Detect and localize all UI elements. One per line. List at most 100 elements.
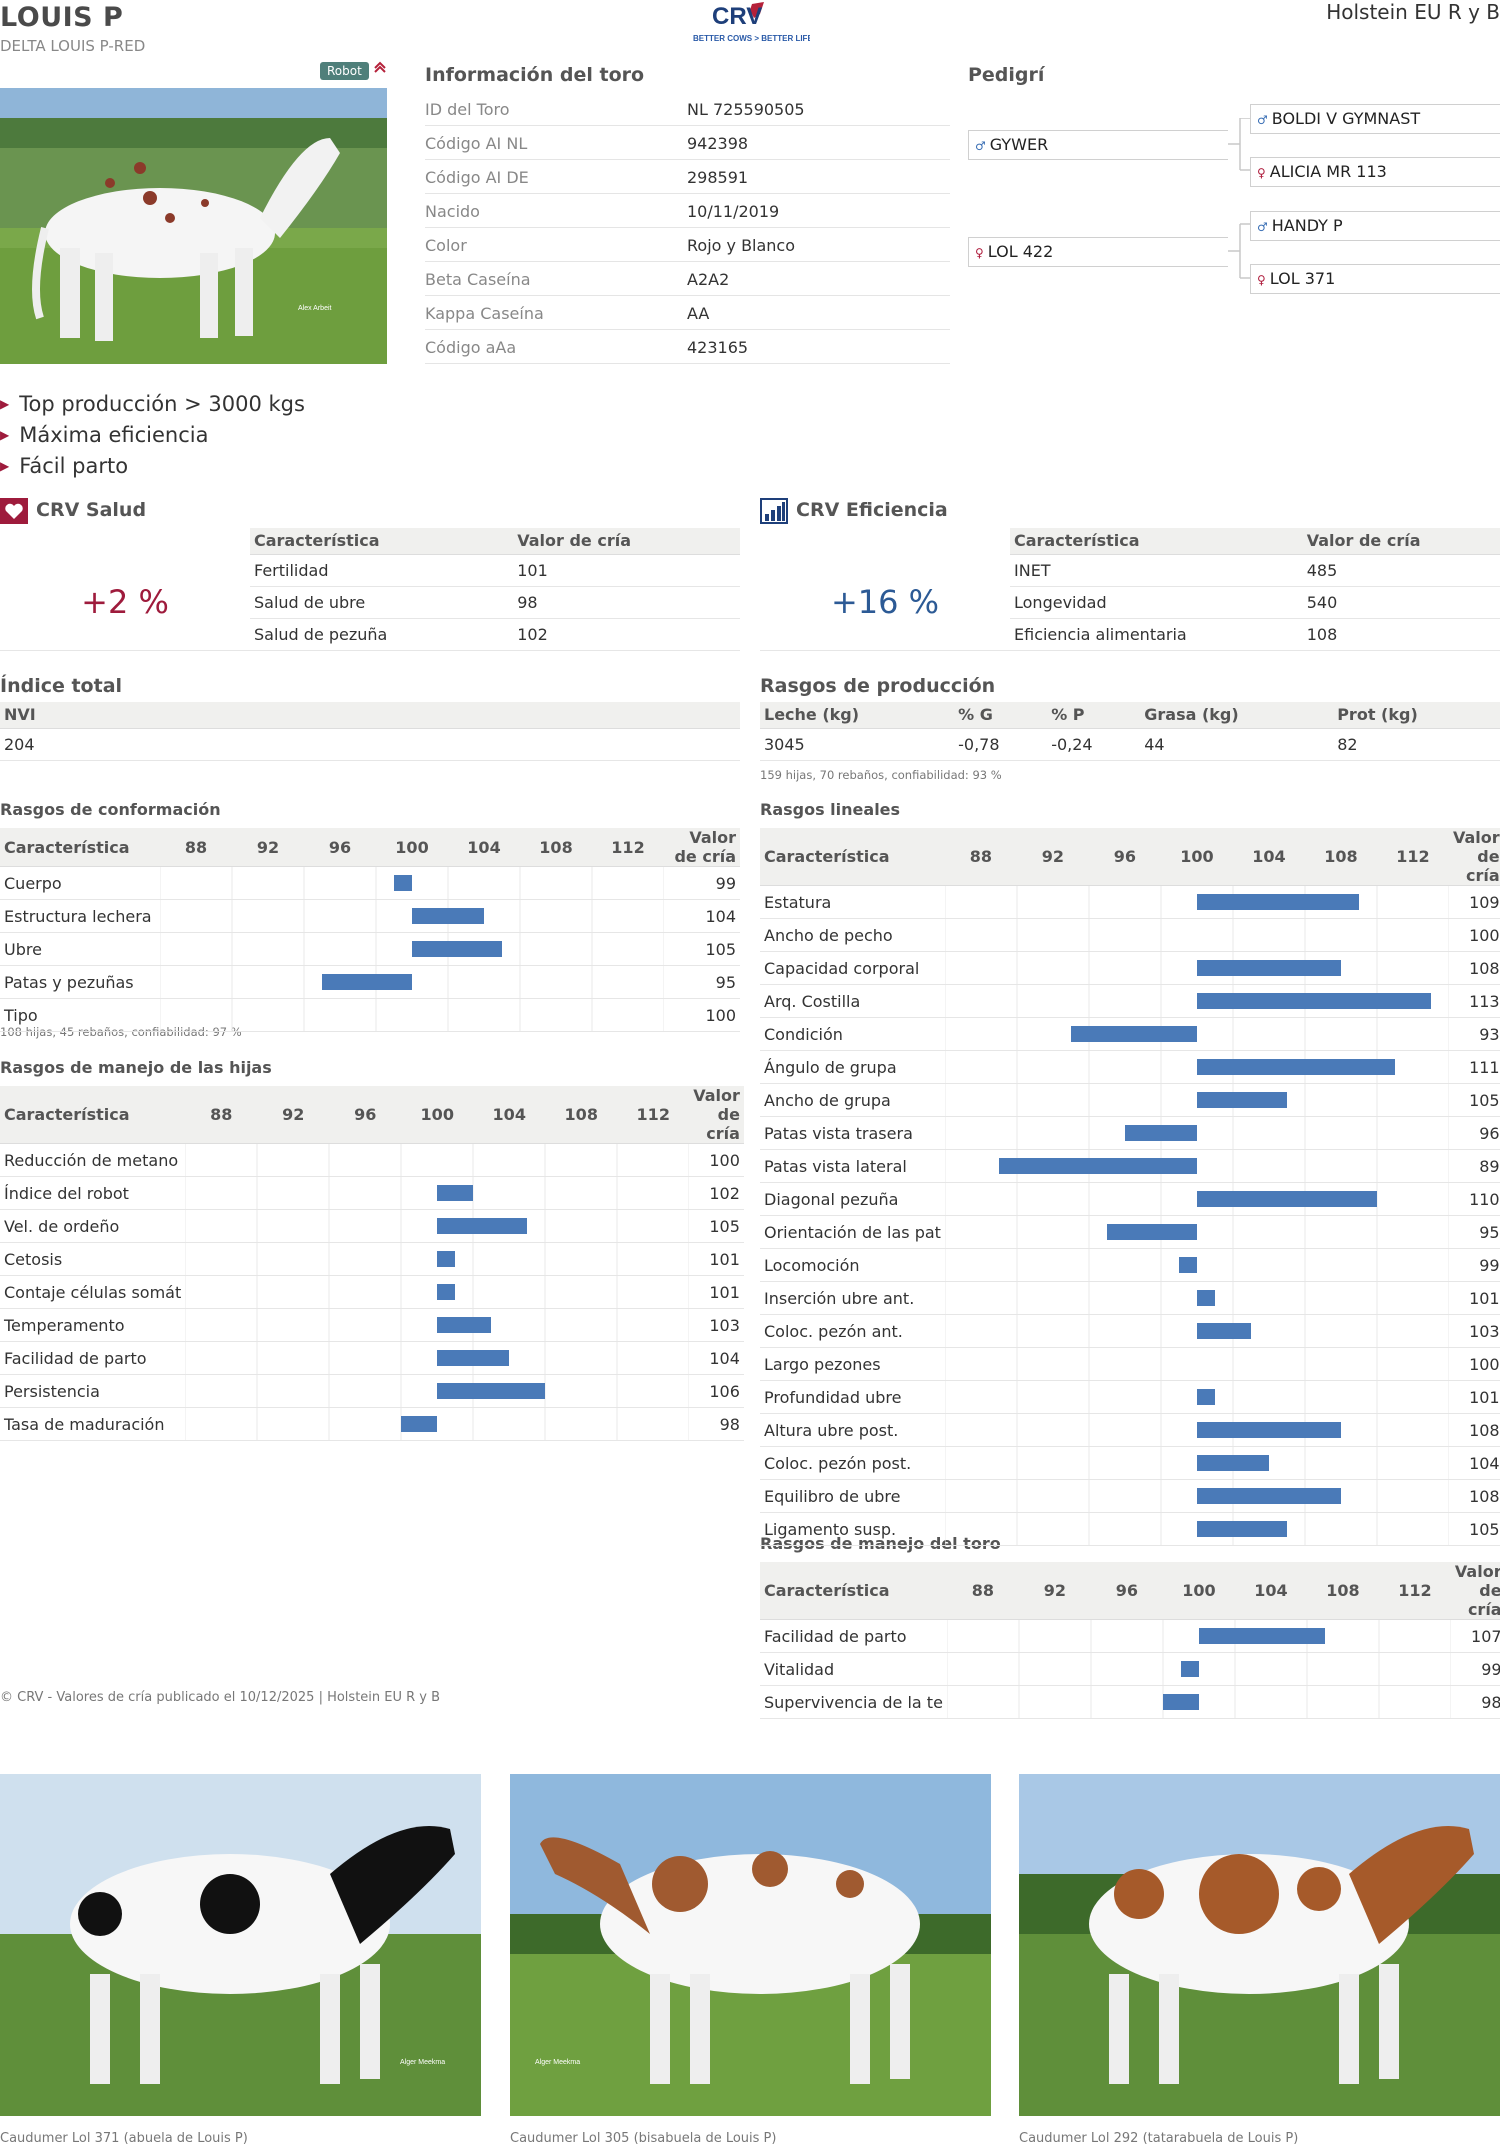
highlight-3: ▶ Fácil parto	[0, 454, 129, 478]
trait-label: Vel. de ordeño	[0, 1209, 186, 1243]
trait-bar-cell	[944, 1347, 1449, 1381]
conformation-table: Característica 88 92 96 100 104 108 112 Valor de…	[0, 828, 740, 1032]
bull-name: LOUIS P	[0, 2, 124, 33]
female-icon: ♀	[1257, 166, 1266, 180]
trait-bar-cell	[944, 1149, 1449, 1183]
trait-bar	[437, 1350, 510, 1366]
trait-bar-cell	[185, 1242, 690, 1276]
bull-table: Característica 88 92 96 100 104 108 112 Valor de…	[760, 1562, 1500, 1719]
col-header: Valor de cría	[689, 1086, 744, 1144]
trait-bar-cell	[944, 1215, 1449, 1249]
trait-bar-cell	[944, 1248, 1449, 1282]
col-header: Valor de cría	[1302, 528, 1500, 555]
trait-bar	[1196, 1191, 1377, 1207]
trait-bar-cell	[946, 1685, 1451, 1719]
daughters-table: Característica 88 92 96 100 104 108 112 Valor de…	[0, 1086, 744, 1441]
trait-value: 105	[1448, 1083, 1500, 1117]
scale-tick: 100	[376, 828, 448, 867]
efficiency-table: Característica Valor de cría +16 % INET 485…	[760, 528, 1500, 651]
info-label: Código AI NL	[425, 134, 528, 153]
trait-label: Ancho de grupa	[760, 1083, 945, 1117]
trait-bar	[1196, 1323, 1251, 1339]
heart-icon	[0, 498, 28, 528]
info-row: Código aAa 423165	[425, 330, 950, 364]
trait-row: Patas vista trasera 96	[760, 1116, 1500, 1150]
trait-row: Ancho de pecho 100	[760, 918, 1500, 952]
cow-photo-1: Alger Meekma	[0, 1774, 481, 2116]
info-row: Beta Caseína A2A2	[425, 262, 950, 296]
scale-tick: 92	[1018, 1562, 1091, 1620]
cow-photo-3	[1019, 1774, 1500, 2116]
production-table: Leche (kg)% G% P Grasa (kg) Prot (kg) 3045…	[760, 702, 1500, 761]
trait-label: Cuerpo	[0, 866, 160, 900]
trait-bar-cell	[944, 918, 1449, 952]
trait-bar-cell	[944, 1512, 1449, 1546]
info-label: Código aAa	[425, 338, 517, 357]
trait-value: 102	[689, 1176, 744, 1210]
trait-row: Contaje células somát 101	[0, 1275, 744, 1309]
trait-bar-cell	[160, 965, 664, 999]
col-header: Característica	[1010, 528, 1303, 555]
trait-bar-cell	[185, 1341, 690, 1375]
trait-label: Temperamento	[0, 1308, 186, 1342]
scale-tick: 100	[1160, 828, 1233, 886]
trait-value: 110	[1448, 1182, 1500, 1216]
photo-caption-3: Caudumer Lol 292 (tatarabuela de Louis P…	[1019, 2131, 1299, 2146]
svg-text:Alex Arbeit: Alex Arbeit	[298, 305, 332, 312]
trait-label: Locomoción	[760, 1248, 945, 1282]
trait-bar-cell	[185, 1143, 690, 1177]
trait-bar	[1196, 993, 1431, 1009]
trait-bar	[437, 1383, 546, 1399]
scale-tick: 92	[257, 1086, 330, 1144]
trait-row: Largo pezones 100	[760, 1347, 1500, 1381]
scale-tick: 92	[232, 828, 304, 867]
linear-table: Característica 88 92 96 100 104 108 112 Valor de…	[760, 828, 1500, 1546]
nvi-value: 204	[0, 728, 740, 761]
scale-tick: 96	[1090, 1562, 1163, 1620]
efficiency-icon	[760, 498, 788, 528]
trait-label: Patas y pezuñas	[0, 965, 160, 999]
health-score: +2 %	[0, 554, 250, 651]
trait-bar	[401, 1416, 438, 1432]
trait-bar-cell	[185, 1176, 690, 1210]
trait-row: Facilidad de parto 104	[0, 1341, 744, 1375]
trait-label: Vitalidad	[760, 1652, 947, 1686]
photo-caption-1: Caudumer Lol 371 (abuela de Louis P)	[0, 2131, 248, 2146]
scale-tick: 104	[1232, 828, 1305, 886]
trait-bar-cell	[944, 1380, 1449, 1414]
trait-row: Profundidad ubre 101	[760, 1380, 1500, 1414]
trait-value: 99	[1450, 1652, 1500, 1686]
trait-bar	[1196, 1092, 1287, 1108]
trait-row: Coloc. pezón ant. 103	[760, 1314, 1500, 1348]
trait-row: Vitalidad 99	[760, 1652, 1500, 1686]
trait-value: 104	[664, 899, 740, 933]
trait-bar	[1070, 1026, 1197, 1042]
trait-bar	[1196, 1488, 1341, 1504]
scale-tick: 104	[473, 1086, 546, 1144]
trait-bar-cell	[944, 1314, 1449, 1348]
scale-tick: 108	[1306, 1562, 1379, 1620]
col-header: Característica	[250, 528, 514, 555]
scale-tick: 88	[160, 828, 232, 867]
trait-bar	[437, 1218, 528, 1234]
trait-bar-cell	[944, 1281, 1449, 1315]
scale-tick: 104	[448, 828, 520, 867]
bullet-icon: ▶	[0, 459, 10, 473]
daughters-title: Rasgos de manejo de las hijas	[0, 1058, 272, 1077]
info-value: AA	[687, 304, 710, 323]
trait-value: 100	[689, 1143, 744, 1177]
trait-bar-cell	[944, 1446, 1449, 1480]
trait-bar-cell	[944, 1479, 1449, 1513]
trait-value: 99	[1448, 1248, 1500, 1282]
trait-label: Coloc. pezón post.	[760, 1446, 945, 1480]
male-icon: ♂	[1257, 220, 1268, 234]
trait-bar	[1196, 1290, 1215, 1306]
trait-bar	[1196, 1521, 1287, 1537]
footer-copyright: © CRV - Valores de cría publicado el 10/…	[0, 1690, 441, 1705]
photo-caption-2: Caudumer Lol 305 (bisabuela de Louis P)	[510, 2131, 777, 2146]
total-index-title: Índice total	[0, 675, 123, 697]
trait-value: 103	[689, 1308, 744, 1342]
trait-label: Persistencia	[0, 1374, 186, 1408]
cow-photo-2: Alger Meekma	[510, 1774, 991, 2116]
info-value: 423165	[687, 338, 749, 357]
